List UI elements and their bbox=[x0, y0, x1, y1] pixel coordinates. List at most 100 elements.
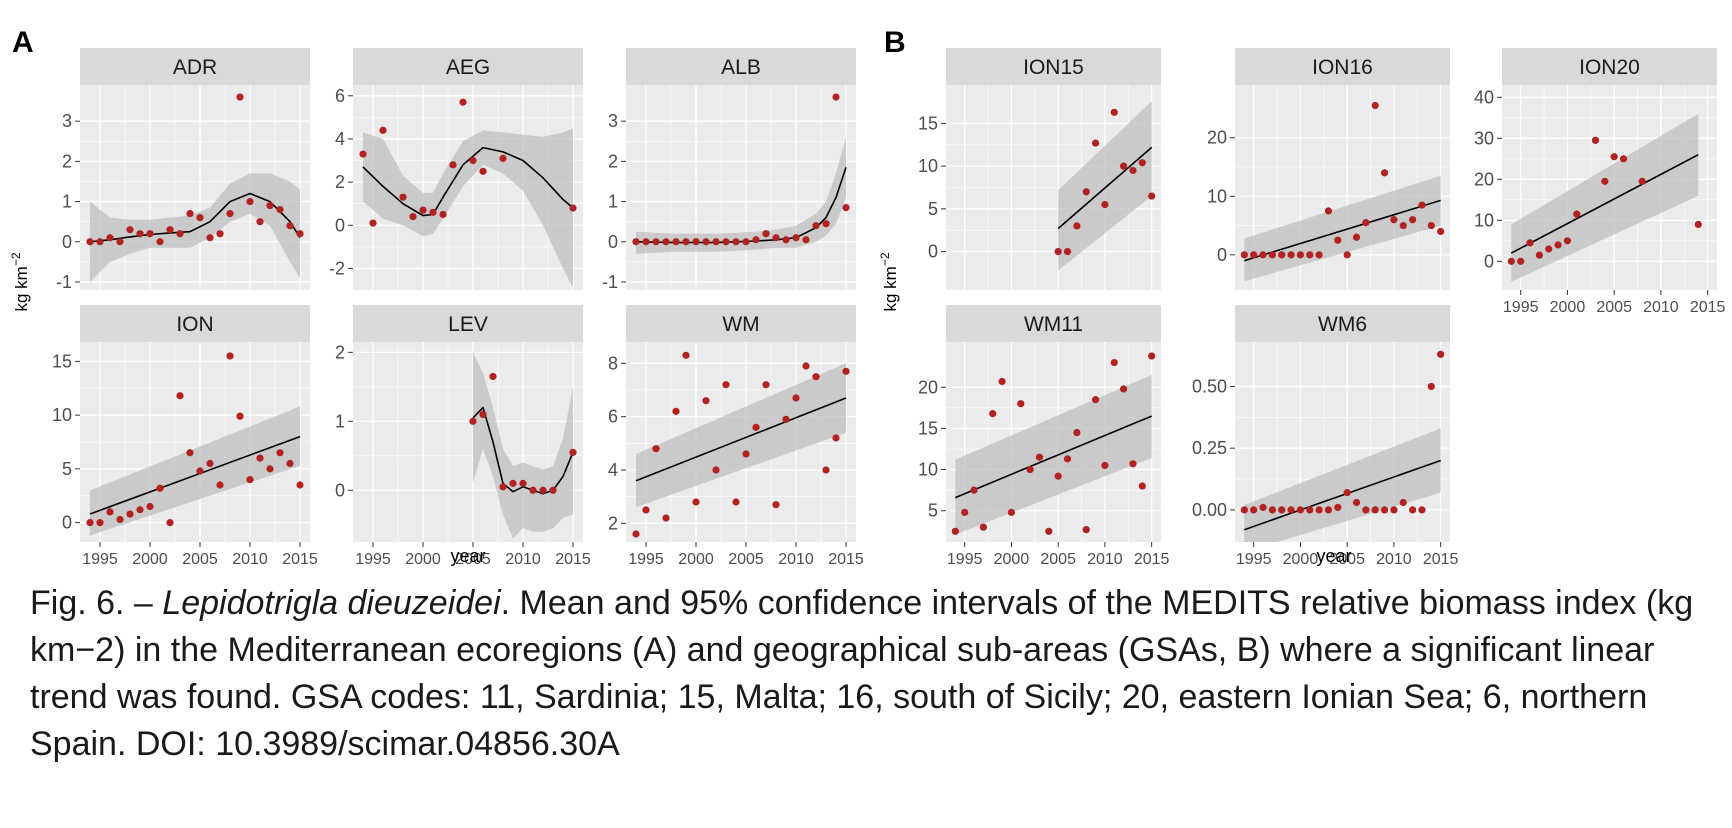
data-point-alb bbox=[752, 236, 760, 244]
strip-title-ion15: ION15 bbox=[1023, 56, 1084, 79]
data-point-ion20 bbox=[1545, 245, 1553, 253]
confidence-band-ion15 bbox=[1058, 101, 1152, 271]
y-tick-label-aeg: 2 bbox=[335, 172, 345, 192]
data-point-ion16 bbox=[1287, 251, 1295, 259]
panels-layer: ADR-10123AEG-20246ALB-10123ION0510151995… bbox=[52, 48, 1726, 568]
data-point-ion16 bbox=[1371, 101, 1379, 110]
data-point-aeg bbox=[449, 161, 457, 169]
data-point-ion bbox=[126, 510, 134, 518]
data-point-wm11 bbox=[1035, 453, 1044, 461]
y-tick-label-wm: 4 bbox=[608, 460, 618, 480]
trend-line-wm bbox=[635, 397, 847, 482]
data-point-lev bbox=[569, 448, 577, 456]
y-tick-label-ion20: 30 bbox=[1474, 128, 1494, 148]
panel-ion16: ION16 0 10 20 bbox=[1207, 48, 1450, 290]
data-point-ion bbox=[276, 449, 284, 457]
data-point-lev bbox=[529, 486, 537, 494]
y-tick-label-ion15: 0 bbox=[928, 242, 938, 262]
data-point-ion16 bbox=[1296, 251, 1305, 259]
data-point-ion16 bbox=[1334, 236, 1342, 244]
y-tick-label-ion16: 0 bbox=[1217, 245, 1227, 265]
trend-line-ion15 bbox=[1057, 146, 1153, 230]
data-point-aeg bbox=[499, 154, 507, 162]
data-point-wm6 bbox=[1250, 506, 1258, 514]
y-tick-label-ion: 15 bbox=[52, 351, 72, 371]
data-point-wm bbox=[772, 501, 780, 509]
y-axis-label-a: kg km−2 bbox=[9, 252, 31, 311]
data-point-ion bbox=[86, 519, 94, 527]
data-point-alb bbox=[652, 238, 660, 246]
data-point-alb bbox=[772, 234, 780, 242]
strip-lev bbox=[353, 305, 583, 342]
data-point-wm11 bbox=[1129, 460, 1137, 468]
strip-wm11 bbox=[946, 305, 1161, 342]
x-tick-label-ion: 2010 bbox=[232, 551, 268, 568]
data-point-ion16 bbox=[1315, 251, 1323, 259]
data-point-alb bbox=[682, 238, 690, 246]
strip-wm6 bbox=[1235, 305, 1450, 342]
caption-text: . Mean and 95% confidence intervals of t… bbox=[30, 584, 1694, 763]
data-point-wm11 bbox=[1120, 385, 1128, 393]
data-point-wm bbox=[802, 362, 810, 370]
strip-ion16 bbox=[1235, 48, 1450, 85]
panel-adr: ADR -1 0 1 2 3 bbox=[56, 48, 310, 292]
strip-ion20 bbox=[1502, 48, 1717, 85]
data-point-ion bbox=[196, 467, 204, 475]
data-point-adr bbox=[296, 230, 304, 238]
data-point-alb bbox=[782, 236, 790, 244]
panel-bg-alb bbox=[626, 85, 856, 290]
data-point-wm6 bbox=[1362, 506, 1370, 514]
data-point-aeg bbox=[359, 150, 367, 158]
data-point-ion20 bbox=[1601, 177, 1609, 185]
data-point-alb bbox=[702, 238, 710, 246]
trend-line-ion20 bbox=[1510, 153, 1699, 254]
confidence-band-ion bbox=[90, 406, 300, 536]
plot-area-wm bbox=[632, 351, 850, 538]
strip-title-ion20: ION20 bbox=[1579, 56, 1640, 79]
trend-line-ion bbox=[89, 435, 301, 515]
panel-wm: WM 2 4 6 8 1995 2000 2005 2010 2015 bbox=[608, 305, 864, 568]
x-tick-label-wm6: 2000 bbox=[1283, 551, 1319, 568]
y-tick-label-ion15: 10 bbox=[918, 156, 938, 176]
y-tick-label-lev: 2 bbox=[335, 342, 345, 362]
y-tick-label-adr: -1 bbox=[56, 272, 72, 292]
data-point-ion16 bbox=[1306, 251, 1314, 259]
strip-aeg bbox=[353, 48, 583, 85]
plot-area-aeg bbox=[359, 98, 577, 288]
data-point-alb bbox=[692, 238, 700, 246]
data-point-ion15 bbox=[1138, 159, 1146, 167]
data-point-aeg bbox=[369, 219, 377, 227]
data-point-aeg bbox=[459, 98, 467, 106]
data-point-ion20 bbox=[1507, 257, 1515, 265]
strip-title-wm11: WM11 bbox=[1024, 313, 1083, 336]
data-point-alb bbox=[762, 230, 770, 238]
data-point-adr bbox=[146, 230, 154, 238]
y-tick-label-alb: 2 bbox=[608, 151, 618, 171]
data-point-wm bbox=[782, 415, 790, 423]
y-tick-label-wm11: 20 bbox=[918, 377, 938, 397]
trend-line-wm11 bbox=[954, 415, 1153, 499]
y-tick-label-wm: 6 bbox=[608, 407, 618, 427]
data-point-wm11 bbox=[1110, 358, 1118, 367]
confidence-band-ion20 bbox=[1511, 113, 1699, 282]
plot-area-wm11 bbox=[951, 352, 1156, 535]
data-point-ion15 bbox=[1063, 247, 1072, 256]
data-point-ion20 bbox=[1517, 257, 1525, 265]
data-point-alb bbox=[822, 220, 830, 228]
data-point-adr bbox=[276, 206, 284, 214]
data-point-wm bbox=[652, 445, 660, 453]
panel-aeg: AEG -2 0 2 4 6 bbox=[329, 48, 583, 290]
data-point-ion bbox=[206, 459, 214, 468]
data-point-wm bbox=[682, 351, 690, 359]
strip-wm bbox=[626, 305, 856, 342]
y-tick-label-alb: -1 bbox=[602, 272, 618, 292]
data-point-wm11 bbox=[979, 523, 987, 531]
data-point-wm6 bbox=[1268, 506, 1276, 514]
data-point-wm bbox=[692, 498, 700, 506]
trend-line-ion16 bbox=[1244, 199, 1441, 262]
data-point-adr bbox=[216, 230, 224, 238]
data-point-wm6 bbox=[1437, 350, 1445, 358]
data-point-ion bbox=[246, 476, 254, 484]
trend-line-aeg bbox=[362, 146, 574, 217]
data-point-alb bbox=[832, 93, 840, 101]
